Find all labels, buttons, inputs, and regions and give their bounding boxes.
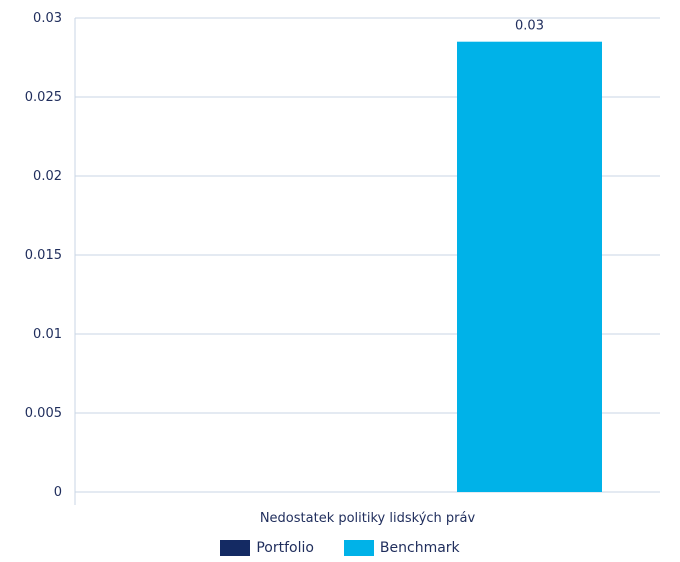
labels: 0 0.005 0.01 0.015 0.02 0.025 0.03 0.03 Nedostat…: [25, 11, 544, 526]
bars: [457, 41, 602, 492]
y-tick-label: 0.025: [25, 90, 62, 105]
legend-item-benchmark[interactable]: Benchmark: [343, 540, 460, 556]
bar-benchmark: [457, 41, 602, 492]
y-tick-label: 0.005: [25, 406, 62, 421]
legend-swatch-benchmark: [343, 540, 374, 556]
y-tick-label: 0.015: [25, 248, 62, 263]
y-tick-label: 0.03: [33, 11, 62, 26]
legend-label-portfolio: Portfolio: [256, 540, 314, 556]
y-tick-label: 0: [54, 485, 62, 500]
x-category-label: Nedostatek politiky lidských práv: [260, 511, 476, 526]
legend-swatch-portfolio: [220, 540, 251, 556]
legend: Portfolio Benchmark: [0, 540, 680, 556]
legend-label-benchmark: Benchmark: [379, 540, 460, 556]
legend-item-portfolio[interactable]: Portfolio: [220, 540, 314, 556]
y-tick-label: 0.02: [33, 169, 62, 184]
y-tick-label: 0.01: [33, 327, 62, 342]
data-label: 0.03: [515, 19, 544, 34]
